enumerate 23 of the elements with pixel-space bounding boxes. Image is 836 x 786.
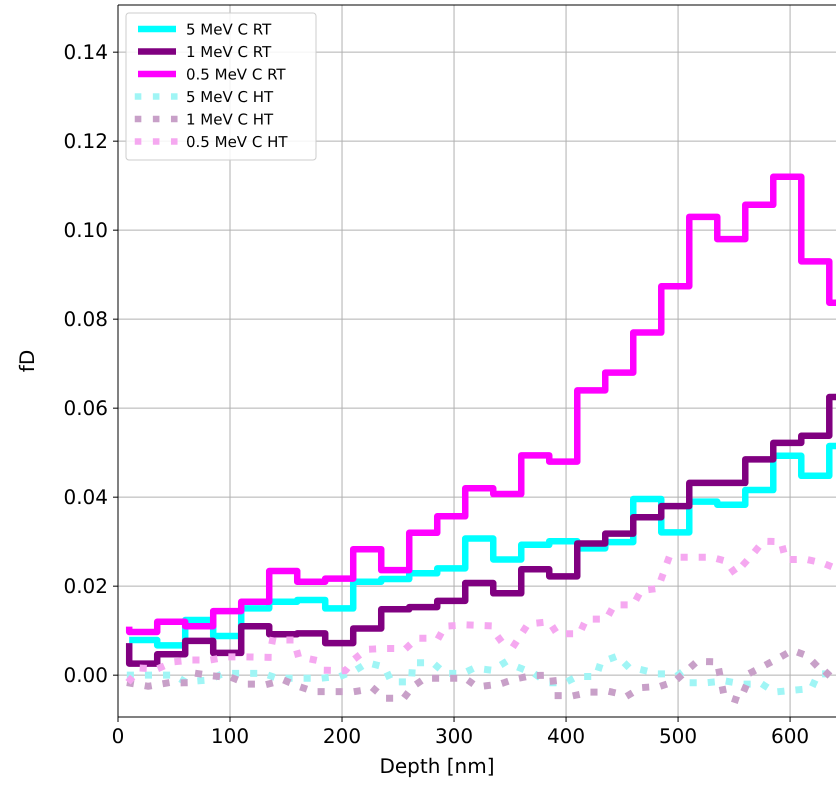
legend-label: 1 MeV C HT: [186, 110, 274, 128]
legend-label: 0.5 MeV C HT: [186, 132, 288, 151]
legend-label: 5 MeV C HT: [186, 88, 274, 106]
x-tick-label: 0: [112, 724, 124, 748]
y-tick-label: 0.00: [63, 663, 108, 688]
x-axis-title: Depth [nm]: [379, 754, 495, 778]
x-tick-label: 600: [770, 724, 810, 748]
y-tick-label: 0.14: [63, 40, 108, 64]
legend-label: 0.5 MeV C RT: [186, 65, 286, 84]
y-tick-label: 0.06: [63, 396, 108, 420]
y-tick-label: 0.08: [63, 307, 108, 332]
y-axis-title: fD: [15, 350, 39, 372]
x-tick-label: 300: [434, 724, 474, 748]
legend-label: 1 MeV C RT: [186, 42, 272, 61]
x-tick-label: 400: [546, 724, 586, 748]
legend-label: 5 MeV C RT: [186, 20, 272, 38]
y-tick-label: 0.02: [63, 574, 108, 598]
y-tick-label: 0.12: [63, 129, 108, 154]
x-tick-label: 200: [322, 724, 362, 748]
x-tick-label: 100: [210, 724, 250, 748]
y-tick-label: 0.04: [63, 485, 108, 510]
y-tick-label: 0.10: [63, 218, 108, 242]
x-tick-label: 500: [658, 724, 698, 748]
